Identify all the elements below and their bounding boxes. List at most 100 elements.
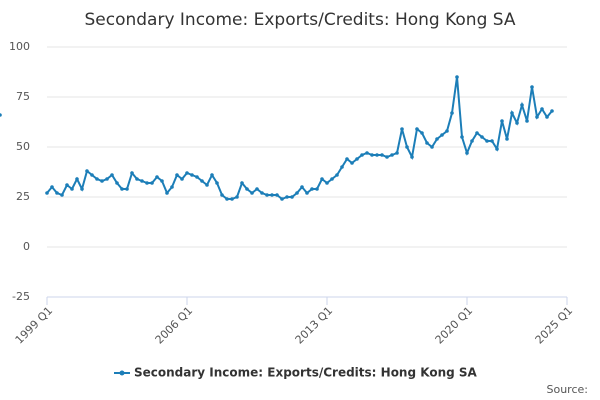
point xyxy=(530,85,534,89)
point xyxy=(415,127,419,131)
point xyxy=(165,191,169,195)
point xyxy=(305,191,309,195)
point xyxy=(405,145,409,149)
point xyxy=(175,173,179,177)
point xyxy=(140,179,144,183)
point xyxy=(545,115,549,119)
point xyxy=(45,191,49,195)
point xyxy=(100,179,104,183)
point xyxy=(430,145,434,149)
point xyxy=(505,137,509,141)
point xyxy=(50,185,54,189)
point xyxy=(490,139,494,143)
legend-marker xyxy=(119,370,125,376)
point xyxy=(400,127,404,131)
point xyxy=(130,171,134,175)
point xyxy=(465,151,469,155)
point xyxy=(90,173,94,177)
point xyxy=(330,177,334,181)
point xyxy=(280,197,284,201)
point xyxy=(395,151,399,155)
point xyxy=(285,195,289,199)
point xyxy=(520,103,524,107)
point xyxy=(195,175,199,179)
point xyxy=(525,119,529,123)
point xyxy=(480,135,484,139)
x-tick-label: 2025 Q1 xyxy=(533,304,576,347)
y-tick-label: -25 xyxy=(12,290,30,303)
point xyxy=(375,153,379,157)
y-tick-label: 50 xyxy=(16,140,30,153)
point xyxy=(290,195,294,199)
point xyxy=(120,187,124,191)
chart-title: Secondary Income: Exports/Credits: Hong … xyxy=(84,10,515,30)
point xyxy=(355,157,359,161)
point xyxy=(210,173,214,177)
y-tick-label: 0 xyxy=(23,240,30,253)
point xyxy=(240,181,244,185)
point xyxy=(230,197,234,201)
point xyxy=(340,165,344,169)
point xyxy=(265,193,269,197)
point xyxy=(190,173,194,177)
point xyxy=(200,179,204,183)
point xyxy=(385,155,389,159)
point xyxy=(250,191,254,195)
x-tick-label: 2020 Q1 xyxy=(433,304,476,347)
point xyxy=(320,177,324,181)
point xyxy=(115,181,119,185)
point xyxy=(425,141,429,145)
point xyxy=(110,173,114,177)
point xyxy=(495,147,499,151)
point xyxy=(370,153,374,157)
legend-label: Secondary Income: Exports/Credits: Hong … xyxy=(134,366,478,380)
point xyxy=(460,135,464,139)
point xyxy=(310,187,314,191)
point xyxy=(445,129,449,133)
point xyxy=(255,187,259,191)
x-tick-label: 2006 Q1 xyxy=(153,304,196,347)
point xyxy=(125,187,129,191)
point xyxy=(170,185,174,189)
point xyxy=(80,187,84,191)
point xyxy=(410,155,414,159)
point xyxy=(315,187,319,191)
point xyxy=(85,169,89,173)
point xyxy=(70,187,74,191)
point xyxy=(325,181,329,185)
point xyxy=(455,75,459,79)
point xyxy=(535,115,539,119)
point xyxy=(295,191,299,195)
point xyxy=(55,191,59,195)
y-tick-label: 25 xyxy=(16,190,30,203)
point xyxy=(225,197,229,201)
point xyxy=(75,177,79,181)
point xyxy=(105,177,109,181)
point xyxy=(205,183,209,187)
point xyxy=(60,193,64,197)
point xyxy=(275,193,279,197)
point xyxy=(155,175,159,179)
point xyxy=(180,177,184,181)
point xyxy=(150,181,154,185)
point xyxy=(435,137,439,141)
point xyxy=(390,153,394,157)
point xyxy=(470,139,474,143)
point xyxy=(365,151,369,155)
point xyxy=(220,193,224,197)
point xyxy=(145,181,149,185)
point xyxy=(440,133,444,137)
point xyxy=(270,193,274,197)
point xyxy=(245,187,249,191)
point xyxy=(95,177,99,181)
y-tick-label: 75 xyxy=(16,90,30,103)
point xyxy=(185,171,189,175)
point xyxy=(485,139,489,143)
point xyxy=(360,153,364,157)
x-tick-label: 1999 Q1 xyxy=(13,304,56,347)
point xyxy=(135,177,139,181)
point xyxy=(515,121,519,125)
point xyxy=(335,173,339,177)
point xyxy=(475,131,479,135)
